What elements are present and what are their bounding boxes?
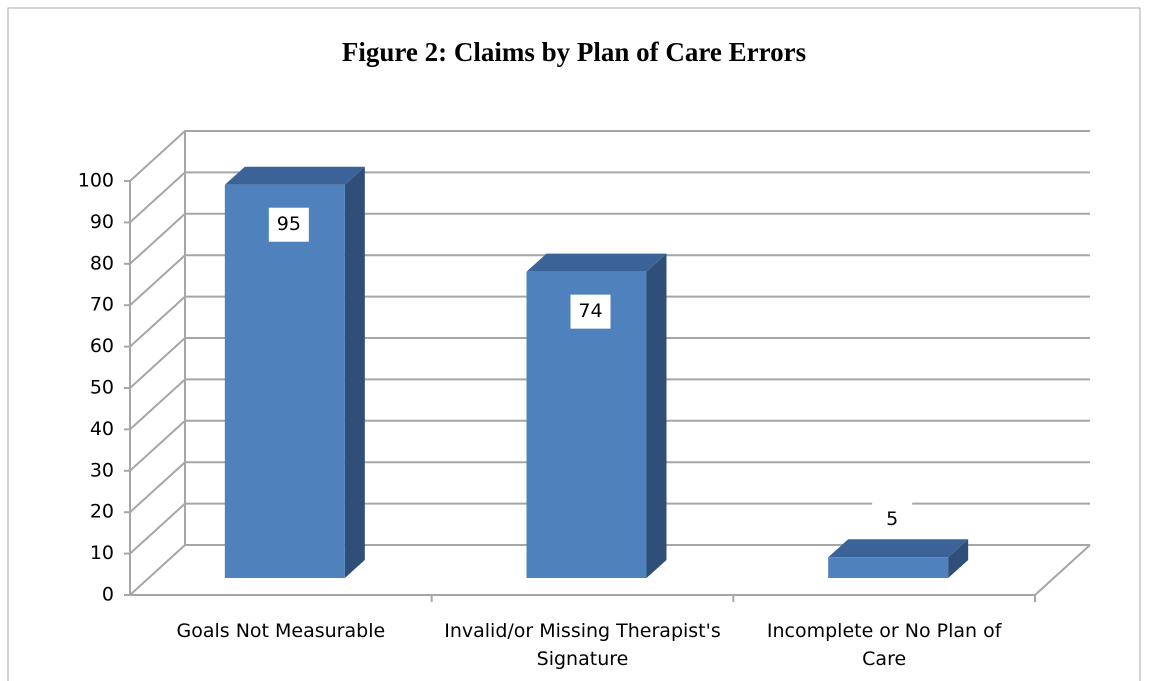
chart-title: Figure 2: Claims by Plan of Care Errors: [342, 37, 806, 67]
y-tick-label: 80: [90, 252, 114, 274]
grid-line: [129, 171, 1090, 224]
grid-line: [129, 295, 1090, 348]
bar-top: [828, 539, 969, 558]
grid-line: [129, 419, 1090, 472]
bar-side: [646, 253, 667, 578]
y-tick-label: 0: [102, 584, 114, 606]
grid-line: [129, 337, 1090, 389]
grid-line: [129, 502, 1090, 555]
y-tick-label: 60: [90, 335, 114, 357]
y-tick-label: 10: [90, 542, 114, 564]
x-tick-label: Invalid/or Missing Therapist's Signature: [444, 620, 721, 670]
y-tick-label: 100: [78, 170, 114, 192]
y-tick-label: 90: [90, 211, 114, 233]
value-label-box: [268, 207, 309, 242]
bar-top: [526, 253, 667, 272]
grid-line: [129, 254, 1090, 306]
y-tick-label: 30: [90, 459, 114, 481]
value-label-box: [570, 294, 611, 329]
grid-line: [129, 130, 1090, 182]
y-tick-label: 50: [90, 377, 114, 399]
bar: [224, 184, 345, 578]
y-tick-label: 20: [90, 501, 114, 523]
floor-right-edge: [1034, 544, 1091, 596]
bar: [828, 557, 949, 578]
y-tick-label: 40: [90, 418, 114, 440]
grid-line: [129, 378, 1090, 431]
bar-top: [224, 166, 365, 185]
x-tick-label: Incomplete or No Plan of Care: [766, 620, 1002, 670]
value-label: 74: [578, 300, 602, 322]
bar-side: [344, 166, 365, 578]
value-label-box: [872, 502, 913, 537]
x-tick-label: Goals Not Measurable: [176, 620, 386, 642]
grid-line: [129, 461, 1090, 513]
grid-line: [129, 544, 1090, 596]
value-label: 95: [277, 213, 301, 235]
value-label: 5: [886, 508, 898, 530]
grid-line: [129, 212, 1090, 265]
frame: [7, 7, 1141, 681]
bar-side: [948, 539, 969, 578]
y-tick-label: 70: [90, 294, 114, 316]
